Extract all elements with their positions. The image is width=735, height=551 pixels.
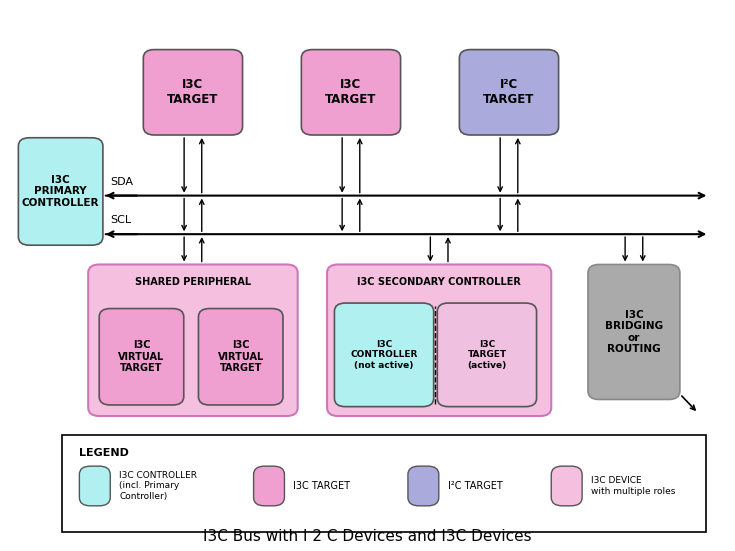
Text: I3C SECONDARY CONTROLLER: I3C SECONDARY CONTROLLER: [357, 277, 521, 287]
FancyBboxPatch shape: [408, 466, 439, 506]
FancyBboxPatch shape: [18, 138, 103, 245]
Text: LEGEND: LEGEND: [79, 448, 129, 458]
FancyBboxPatch shape: [459, 50, 559, 135]
Text: SHARED PERIPHERAL: SHARED PERIPHERAL: [135, 277, 251, 287]
Text: I3C
VIRTUAL
TARGET: I3C VIRTUAL TARGET: [218, 340, 264, 374]
Text: I3C
PRIMARY
CONTROLLER: I3C PRIMARY CONTROLLER: [22, 175, 99, 208]
FancyBboxPatch shape: [588, 264, 680, 399]
FancyBboxPatch shape: [437, 303, 537, 407]
FancyBboxPatch shape: [254, 466, 284, 506]
FancyBboxPatch shape: [143, 50, 243, 135]
FancyBboxPatch shape: [551, 466, 582, 506]
Text: I3C
TARGET: I3C TARGET: [168, 78, 218, 106]
Text: I3C
TARGET
(active): I3C TARGET (active): [467, 340, 506, 370]
FancyBboxPatch shape: [198, 309, 283, 405]
Text: I3C TARGET: I3C TARGET: [293, 481, 351, 491]
Text: I3C
CONTROLLER
(not active): I3C CONTROLLER (not active): [351, 340, 417, 370]
Text: I²C TARGET: I²C TARGET: [448, 481, 502, 491]
Text: I3C CONTROLLER
(incl. Primary
Controller): I3C CONTROLLER (incl. Primary Controller…: [119, 471, 197, 501]
Text: I3C
BRIDGING
or
ROUTING: I3C BRIDGING or ROUTING: [605, 310, 663, 354]
Text: I3C
TARGET: I3C TARGET: [326, 78, 376, 106]
FancyBboxPatch shape: [301, 50, 401, 135]
Text: I3C
VIRTUAL
TARGET: I3C VIRTUAL TARGET: [118, 340, 165, 374]
Text: I3C Bus with I 2 C Devices and I3C Devices: I3C Bus with I 2 C Devices and I3C Devic…: [203, 529, 532, 544]
FancyBboxPatch shape: [334, 303, 434, 407]
FancyBboxPatch shape: [99, 309, 184, 405]
Text: I3C DEVICE
with multiple roles: I3C DEVICE with multiple roles: [591, 476, 675, 496]
FancyBboxPatch shape: [79, 466, 110, 506]
FancyBboxPatch shape: [88, 264, 298, 416]
Text: SCL: SCL: [110, 215, 132, 225]
Text: SDA: SDA: [110, 177, 133, 187]
FancyBboxPatch shape: [327, 264, 551, 416]
Text: I²C
TARGET: I²C TARGET: [484, 78, 534, 106]
FancyBboxPatch shape: [62, 435, 706, 532]
